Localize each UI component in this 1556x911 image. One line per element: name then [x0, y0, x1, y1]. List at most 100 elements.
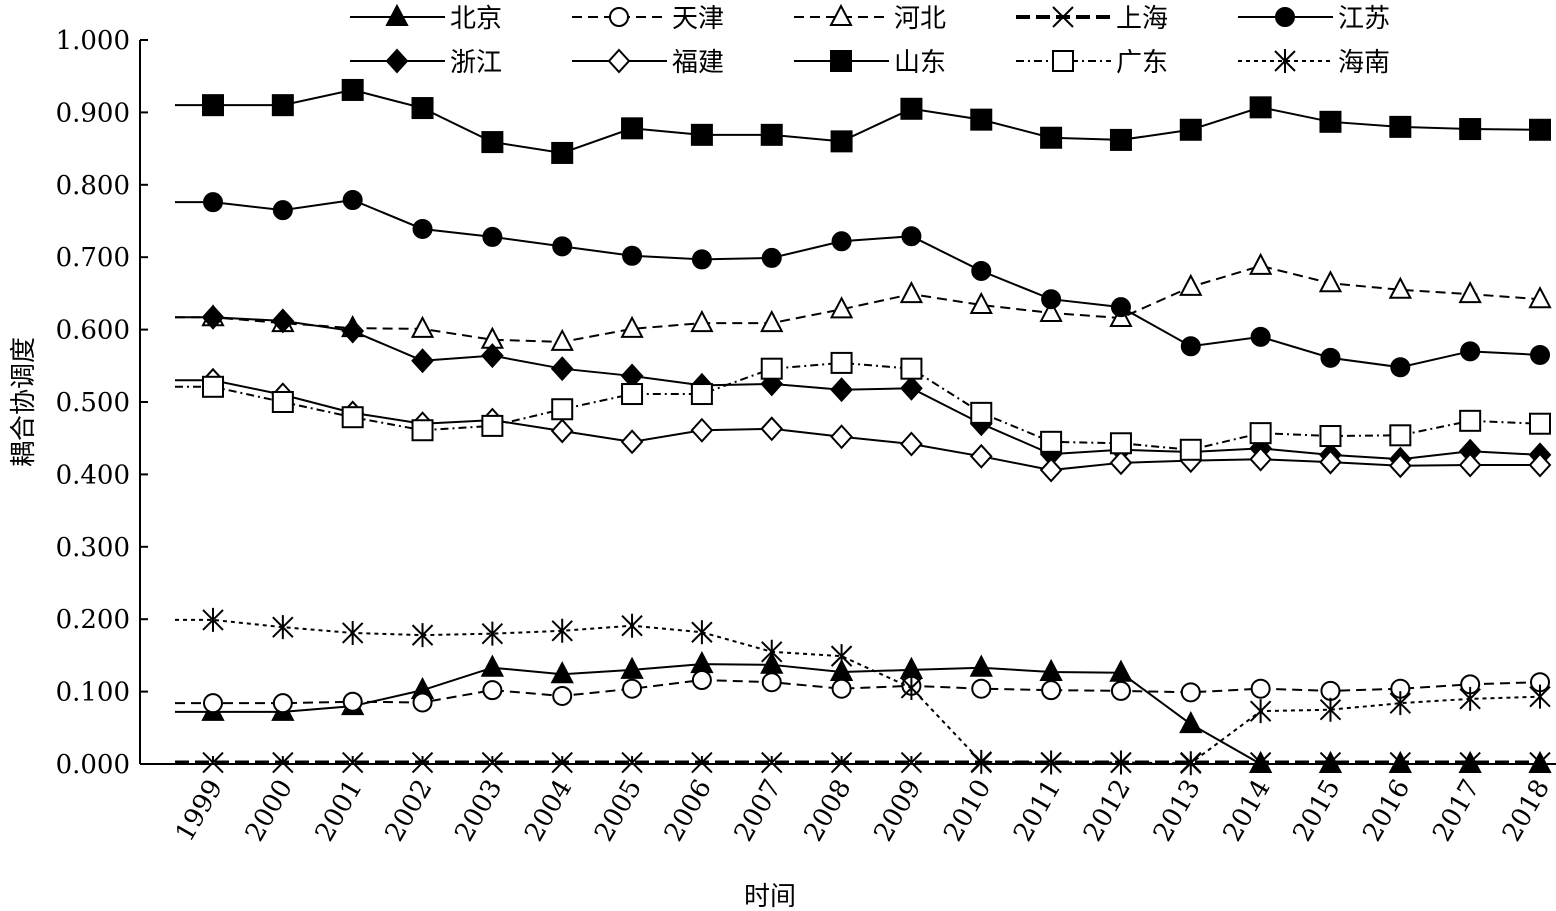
x-axis-label: 时间: [744, 882, 796, 911]
data-point-square: [271, 94, 294, 117]
data-point-diamond: [271, 308, 295, 334]
data-point-diamond: [481, 343, 504, 369]
data-point-square: [202, 375, 224, 398]
data-point-circle: [609, 7, 629, 27]
data-point-asterisk: [1110, 750, 1132, 775]
data-point-circle: [901, 226, 922, 247]
data-point-circle: [761, 672, 782, 693]
legend-label: 上海: [1116, 4, 1168, 34]
legend-label: 北京: [450, 4, 502, 34]
data-point-x: [1249, 751, 1272, 774]
data-point-square: [1040, 430, 1063, 453]
legend-label: 江苏: [1338, 4, 1390, 34]
data-point-asterisk: [551, 618, 573, 643]
data-point-square: [900, 357, 923, 380]
data-point-square: [690, 383, 713, 406]
data-point-square: [970, 401, 993, 424]
data-point-asterisk: [970, 749, 992, 774]
data-point-circle: [1110, 680, 1131, 701]
data-point-asterisk: [1459, 686, 1481, 711]
data-point-square: [621, 383, 644, 406]
data-point-circle: [1460, 341, 1481, 362]
y-tick-label: 0.900: [56, 98, 130, 128]
x-tick-label: 2005: [589, 775, 648, 847]
data-point-asterisk: [1180, 751, 1202, 776]
data-point-asterisk: [411, 623, 434, 648]
data-point-circle: [1041, 289, 1062, 310]
data-point-circle: [272, 200, 293, 221]
data-point-triangle: [1318, 270, 1343, 293]
series-福建: [175, 367, 1552, 483]
data-point-circle: [1250, 326, 1271, 347]
data-point-square: [1389, 424, 1412, 447]
data-point-asterisk: [1389, 691, 1412, 716]
data-point-square: [1459, 409, 1482, 432]
x-tick-label: 2014: [1218, 775, 1277, 847]
data-point-triangle: [760, 309, 784, 333]
data-point-square: [1109, 432, 1132, 455]
data-point-asterisk: [621, 613, 643, 638]
y-tick-label: 0.200: [56, 605, 130, 635]
data-point-square: [1319, 110, 1342, 133]
data-point-circle: [1041, 680, 1062, 701]
data-point-circle: [831, 678, 852, 699]
legend-label: 河北: [894, 4, 946, 34]
data-point-square: [830, 130, 853, 153]
data-point-square: [411, 97, 434, 120]
data-point-x: [761, 751, 783, 774]
y-tick-label: 0.600: [56, 316, 130, 346]
data-point-diamond: [900, 431, 923, 457]
data-point-square: [202, 94, 224, 117]
y-tick-label: 0.800: [56, 171, 130, 201]
series-浙江: [175, 304, 1552, 472]
legend-item: 河北: [794, 3, 946, 34]
data-point-square: [1040, 126, 1063, 149]
series-广东: [175, 351, 1551, 461]
x-tick-label: 2013: [1148, 775, 1207, 847]
data-point-x: [411, 751, 434, 774]
y-tick-label: 0.300: [56, 533, 130, 563]
data-point-circle: [1530, 344, 1550, 365]
data-point-circle: [1275, 7, 1295, 27]
data-point-diamond: [550, 356, 574, 382]
data-point-circle: [1250, 678, 1271, 699]
data-point-diamond: [830, 424, 853, 450]
x-tick-label: 2009: [868, 775, 927, 847]
data-point-triangle: [1109, 659, 1133, 682]
data-point-diamond: [1388, 453, 1412, 479]
y-tick-label: 0.000: [56, 750, 130, 780]
y-tick-label: 0.100: [56, 678, 130, 708]
data-point-square: [1319, 425, 1342, 448]
y-tick-label: 0.400: [56, 460, 130, 490]
data-point-square: [1459, 118, 1482, 141]
data-point-diamond: [760, 416, 784, 442]
legend-item: 浙江: [350, 48, 502, 78]
data-point-triangle: [690, 650, 714, 674]
data-point-x: [1529, 751, 1551, 774]
data-point-asterisk: [830, 644, 853, 669]
legend-item: 山东: [794, 48, 946, 78]
data-point-x: [1389, 751, 1412, 774]
data-point-square: [551, 398, 574, 421]
data-point-x: [272, 751, 294, 774]
data-point-circle: [1110, 297, 1131, 318]
legend-label: 山东: [894, 48, 946, 78]
data-point-square: [900, 97, 923, 120]
legend-item: 上海: [1016, 4, 1168, 34]
data-point-square: [1249, 422, 1272, 445]
data-point-circle: [272, 693, 293, 714]
legend-item: 江苏: [1238, 4, 1390, 34]
data-point-diamond: [550, 418, 574, 444]
data-point-triangle: [480, 654, 505, 677]
data-point-triangle: [969, 654, 993, 677]
data-point-triangle: [1528, 286, 1552, 309]
data-point-square: [1529, 118, 1551, 141]
series-江苏: [175, 190, 1550, 378]
data-point-triangle: [1458, 280, 1482, 304]
series-group: [175, 78, 1552, 776]
data-point-circle: [342, 691, 363, 712]
series-山东: [175, 78, 1551, 164]
series-line: [175, 679, 1541, 705]
x-tick-label: 2011: [1008, 775, 1067, 847]
